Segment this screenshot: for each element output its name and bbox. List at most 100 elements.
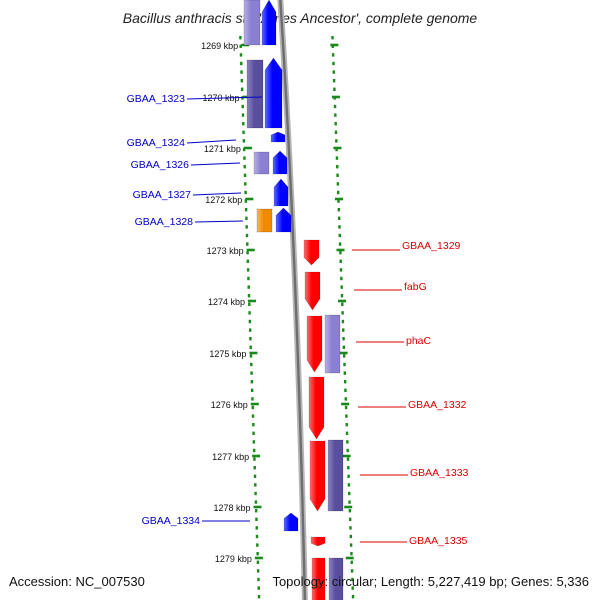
inner-dotted-track — [246, 251, 249, 255]
ruler-tick-right — [342, 454, 351, 458]
gene-arrow-forward — [261, 0, 277, 46]
gene-label-leader — [186, 96, 263, 100]
outer-dotted-track — [342, 337, 345, 341]
ruler-tick-right — [334, 197, 343, 201]
inner-dotted-track — [245, 225, 248, 229]
outer-dotted-track — [350, 552, 353, 556]
ruler-tick-label: 1276 kbp — [211, 400, 248, 410]
inner-dotted-track — [249, 337, 252, 341]
outer-dotted-track — [339, 251, 342, 255]
inner-dotted-track — [257, 586, 260, 590]
outer-dotted-track — [348, 491, 351, 496]
gene-label-leader — [192, 192, 242, 196]
inner-dotted-track — [255, 517, 258, 521]
outer-dotted-track — [338, 225, 341, 229]
feature-box — [327, 439, 344, 512]
inner-dotted-track — [253, 457, 256, 461]
feature-box — [243, 0, 261, 46]
ruler-tick-right — [331, 95, 340, 99]
outer-dotted-track — [336, 173, 339, 177]
inner-dotted-track — [244, 190, 247, 195]
outer-dotted-track — [331, 53, 335, 57]
inner-dotted-track — [244, 199, 248, 203]
inner-dotted-track — [242, 147, 246, 152]
inner-dotted-track — [247, 276, 250, 281]
gene-arrow-reverse — [309, 440, 326, 512]
gene-arrow-forward — [273, 178, 289, 207]
inner-dotted-track — [245, 216, 248, 220]
inner-dotted-track — [254, 500, 258, 504]
ruler-tick-label: 1272 kbp — [205, 195, 242, 205]
ruler-tick-label: 1275 kbp — [209, 349, 246, 359]
genome-title: Bacillus anthracis str. 'Ames Ancestor',… — [122, 10, 478, 26]
outer-dotted-track — [350, 569, 354, 573]
outer-dotted-track — [343, 380, 347, 384]
outer-dotted-track — [334, 122, 337, 126]
outer-dotted-track — [344, 388, 347, 392]
inner-dotted-track — [241, 104, 244, 109]
gene-label-leader — [186, 139, 237, 144]
outer-dotted-track — [345, 414, 348, 418]
outer-dotted-track — [336, 182, 340, 186]
gene-label-forward: GBAA_1324 — [127, 137, 186, 149]
outer-dotted-track — [342, 354, 346, 358]
ruler-tick-right — [333, 146, 342, 150]
outer-dotted-track — [337, 199, 340, 203]
ruler-tick-label: 1277 kbp — [212, 452, 249, 462]
ruler-tick-right — [330, 43, 339, 47]
gene-label-reverse: GBAA_1329 — [402, 240, 461, 252]
outer-dotted-track — [338, 242, 342, 246]
outer-dotted-track — [336, 165, 339, 169]
ruler-tick-right — [338, 299, 347, 303]
gene-label-reverse: GBAA_1332 — [408, 399, 467, 411]
ruler-tick-label: 1278 kbp — [213, 503, 250, 513]
outer-dotted-track — [344, 397, 347, 401]
ruler-tick-label: 1271 kbp — [204, 144, 241, 154]
inner-dotted-track — [244, 208, 248, 212]
inner-dotted-track — [248, 319, 252, 324]
inner-dotted-track — [242, 122, 245, 126]
inner-dotted-track — [256, 543, 259, 547]
inner-dotted-track — [243, 165, 246, 169]
ruler-tick-left — [249, 351, 258, 355]
inner-dotted-track — [250, 380, 254, 384]
inner-dotted-track — [240, 87, 244, 91]
ruler-tick-label: 1274 kbp — [208, 297, 245, 307]
outer-dotted-track — [335, 156, 339, 160]
outer-dotted-track — [341, 319, 345, 324]
gene-arrow-forward — [283, 512, 299, 532]
outer-dotted-track — [341, 302, 344, 306]
inner-dotted-track — [239, 53, 243, 57]
outer-dotted-track — [348, 517, 352, 521]
outer-dotted-track — [350, 560, 353, 564]
outer-dotted-track — [340, 285, 343, 289]
backbone-arc — [277, 0, 308, 600]
inner-dotted-track — [246, 268, 250, 272]
outer-dotted-track — [337, 216, 341, 220]
outer-dotted-track — [351, 586, 354, 590]
outer-dotted-track — [346, 457, 350, 461]
outer-dotted-track — [339, 259, 342, 263]
ruler-tick-left — [246, 248, 255, 252]
inner-dotted-track — [257, 595, 261, 599]
outer-dotted-track — [341, 311, 344, 315]
feature-box — [253, 151, 270, 175]
outer-dotted-track — [348, 509, 352, 513]
outer-dotted-track — [332, 61, 335, 66]
ruler-tick-left — [245, 197, 254, 201]
inner-dotted-track — [240, 70, 243, 74]
inner-dotted-track — [246, 242, 249, 246]
gene-label-leader — [194, 220, 244, 223]
outer-dotted-track — [344, 405, 348, 410]
inner-dotted-track — [244, 182, 247, 186]
outer-dotted-track — [345, 431, 349, 435]
gene-arrow-forward — [270, 131, 286, 143]
gene-arrow-forward — [264, 57, 283, 129]
outer-dotted-track — [338, 233, 341, 238]
outer-dotted-track — [351, 595, 355, 599]
inner-dotted-track — [255, 534, 259, 539]
feature-box — [311, 557, 326, 600]
inner-dotted-track — [240, 61, 243, 66]
inner-dotted-track — [252, 423, 255, 427]
